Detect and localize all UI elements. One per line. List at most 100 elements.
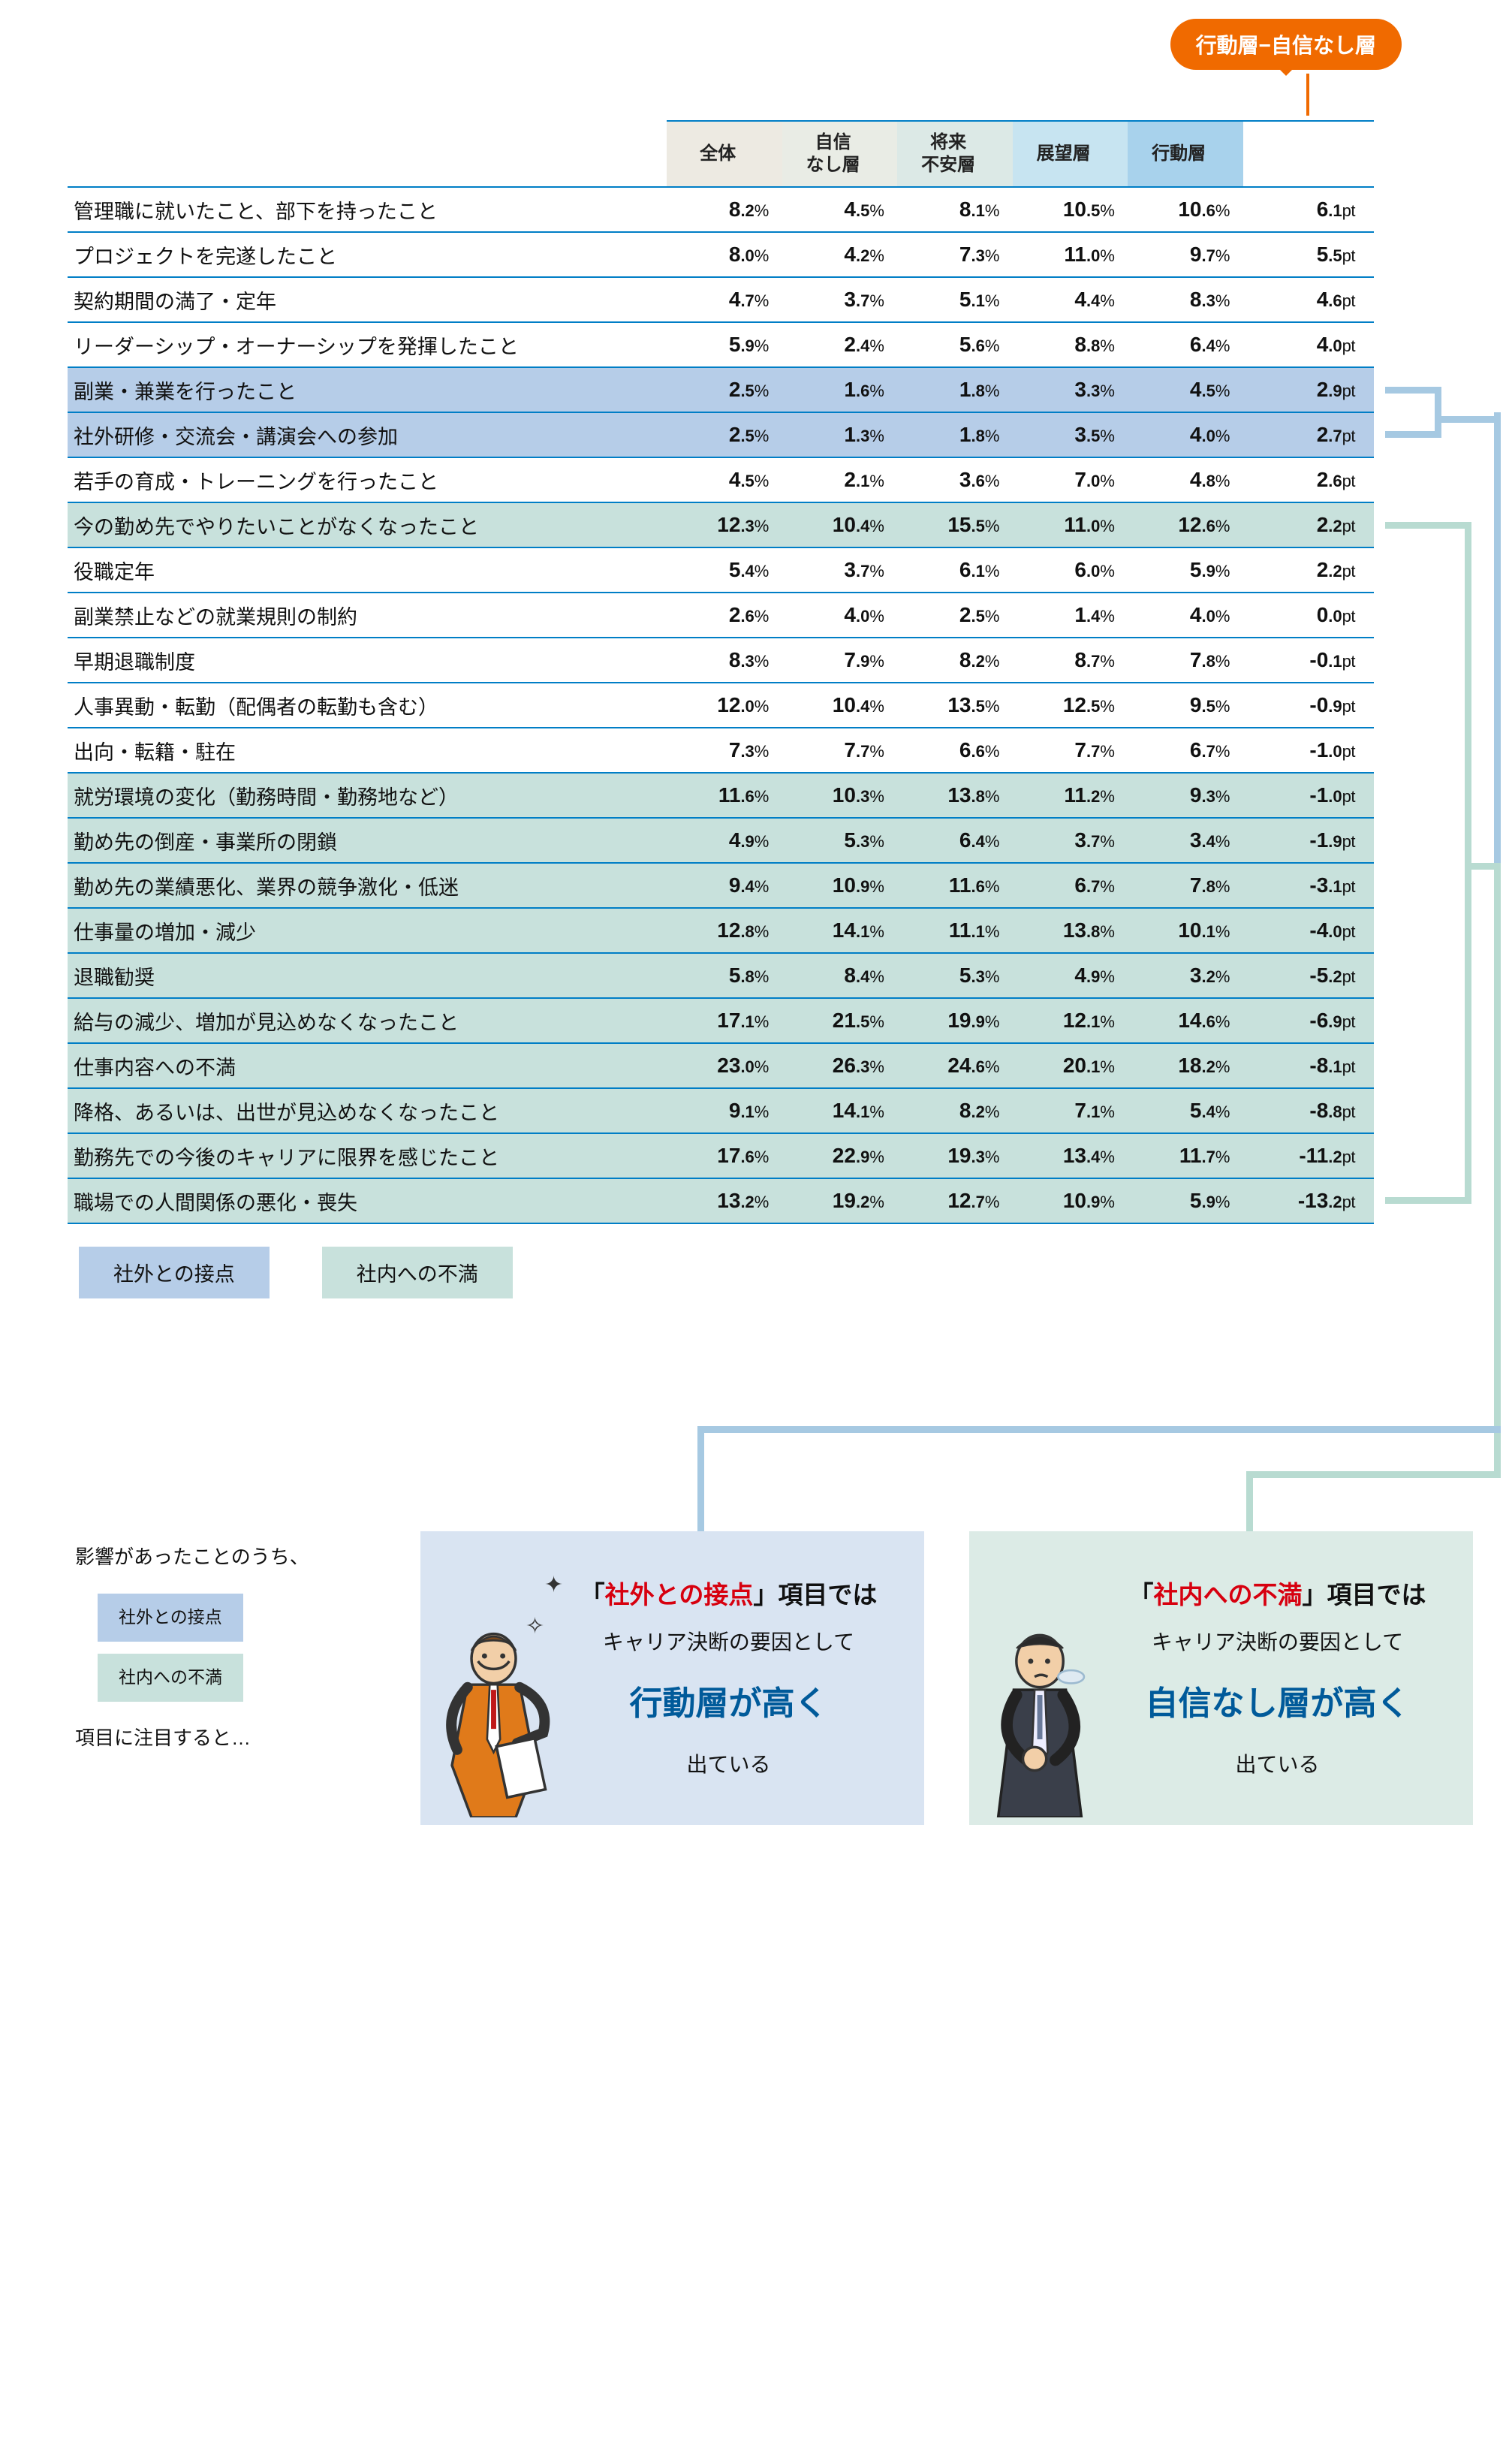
value-cell: 10.4% xyxy=(782,502,898,547)
table-row: 役職定年5.4%3.7%6.1%6.0%5.9%2.2pt xyxy=(68,547,1374,593)
connector-outside-h xyxy=(697,1426,1501,1433)
callout-outside: ✦ ✧ 「社外との接点」項目では キャリア決断の要因として 行動層が高く 出てい… xyxy=(420,1531,924,1825)
callout-inside: 「社内への不満」項目では キャリア決断の要因として 自信なし層が高く 出ている xyxy=(969,1531,1473,1825)
bracket-outside xyxy=(1385,387,1441,438)
value-cell: 14.1% xyxy=(782,908,898,953)
table-row: 退職勧奨5.8%8.4%5.3%4.9%3.2%-5.2pt xyxy=(68,953,1374,998)
value-cell: 13.8% xyxy=(897,773,1013,818)
value-cell: 11.2% xyxy=(1013,773,1128,818)
row-label: 給与の減少、増加が見込めなくなったこと xyxy=(68,998,667,1043)
value-cell: 9.4% xyxy=(667,863,782,908)
value-cell: 18.2% xyxy=(1128,1043,1243,1088)
value-cell: 5.4% xyxy=(1128,1088,1243,1133)
diff-cell: -8.8pt xyxy=(1243,1088,1374,1133)
table-row: 副業・兼業を行ったこと2.5%1.6%1.8%3.3%4.5%2.9pt xyxy=(68,367,1374,412)
value-cell: 5.4% xyxy=(667,547,782,593)
table-row: 人事異動・転勤（配偶者の転勤も含む）12.0%10.4%13.5%12.5%9.… xyxy=(68,683,1374,728)
insights: 影響があったことのうち、 社外との接点 社内への不満 項目に注目すると… ✦ ✧… xyxy=(68,1531,1473,1825)
value-cell: 1.3% xyxy=(782,412,898,457)
value-cell: 3.4% xyxy=(1128,818,1243,863)
table-row: 今の勤め先でやりたいことがなくなったこと12.3%10.4%15.5%11.0%… xyxy=(68,502,1374,547)
value-cell: 5.8% xyxy=(667,953,782,998)
value-cell: 5.1% xyxy=(897,277,1013,322)
value-cell: 3.7% xyxy=(782,547,898,593)
table-row: 社外研修・交流会・講演会への参加2.5%1.3%1.8%3.5%4.0%2.7p… xyxy=(68,412,1374,457)
row-label: 勤め先の業績悪化、業界の競争激化・低迷 xyxy=(68,863,667,908)
col-header-label xyxy=(68,121,667,187)
value-cell: 7.8% xyxy=(1128,638,1243,683)
row-label: 人事異動・転勤（配偶者の転勤も含む） xyxy=(68,683,667,728)
value-cell: 7.3% xyxy=(667,728,782,773)
callout-outside-big: 行動層が高く xyxy=(563,1669,894,1739)
value-cell: 8.0% xyxy=(667,232,782,277)
value-cell: 4.0% xyxy=(782,593,898,638)
value-cell: 7.7% xyxy=(782,728,898,773)
table-row: 早期退職制度8.3%7.9%8.2%8.7%7.8%-0.1pt xyxy=(68,638,1374,683)
row-label: リーダーシップ・オーナーシップを発揮したこと xyxy=(68,322,667,367)
value-cell: 3.7% xyxy=(1013,818,1128,863)
table-row: 勤務先での今後のキャリアに限界を感じたこと17.6%22.9%19.3%13.4… xyxy=(68,1133,1374,1178)
value-cell: 10.3% xyxy=(782,773,898,818)
diff-cell: 2.9pt xyxy=(1243,367,1374,412)
value-cell: 19.9% xyxy=(897,998,1013,1043)
callout-inside-line4: 出ている xyxy=(1112,1743,1443,1787)
value-cell: 13.8% xyxy=(1013,908,1128,953)
row-label: 社外研修・交流会・講演会への参加 xyxy=(68,412,667,457)
col-header: 全体 xyxy=(667,121,782,187)
value-cell: 4.9% xyxy=(1013,953,1128,998)
value-cell: 2.5% xyxy=(667,367,782,412)
diff-cell: 6.1pt xyxy=(1243,187,1374,232)
value-cell: 8.3% xyxy=(667,638,782,683)
value-cell: 8.3% xyxy=(1128,277,1243,322)
value-cell: 4.0% xyxy=(1128,412,1243,457)
table-body: 管理職に就いたこと、部下を持ったこと8.2%4.5%8.1%10.5%10.6%… xyxy=(68,187,1374,1223)
value-cell: 8.1% xyxy=(897,187,1013,232)
spark-icon: ✦ xyxy=(544,1561,563,1609)
table-row: 就労環境の変化（勤務時間・勤務地など）11.6%10.3%13.8%11.2%9… xyxy=(68,773,1374,818)
value-cell: 13.5% xyxy=(897,683,1013,728)
value-cell: 4.5% xyxy=(782,187,898,232)
value-cell: 3.6% xyxy=(897,457,1013,502)
diff-cell: -0.9pt xyxy=(1243,683,1374,728)
value-cell: 10.9% xyxy=(1013,1178,1128,1223)
value-cell: 6.4% xyxy=(897,818,1013,863)
value-cell: 19.3% xyxy=(897,1133,1013,1178)
value-cell: 10.6% xyxy=(1128,187,1243,232)
value-cell: 26.3% xyxy=(782,1043,898,1088)
row-label: 副業・兼業を行ったこと xyxy=(68,367,667,412)
value-cell: 3.3% xyxy=(1013,367,1128,412)
value-cell: 9.5% xyxy=(1128,683,1243,728)
callout-outside-line4: 出ている xyxy=(563,1743,894,1787)
value-cell: 2.4% xyxy=(782,322,898,367)
value-cell: 1.4% xyxy=(1013,593,1128,638)
connector-inside-v2 xyxy=(1246,1471,1253,1531)
value-cell: 22.9% xyxy=(782,1133,898,1178)
value-cell: 1.8% xyxy=(897,367,1013,412)
note-tag-inside: 社内への不満 xyxy=(98,1654,243,1702)
callout-outside-line2: キャリア決断の要因として xyxy=(563,1621,894,1665)
value-cell: 17.1% xyxy=(667,998,782,1043)
row-label: 降格、あるいは、出世が見込めなくなったこと xyxy=(68,1088,667,1133)
value-cell: 14.1% xyxy=(782,1088,898,1133)
table-wrap: 全体自信なし層将来不安層展望層行動層 管理職に就いたこと、部下を持ったこと8.2… xyxy=(68,120,1473,1224)
value-cell: 10.4% xyxy=(782,683,898,728)
row-label: 今の勤め先でやりたいことがなくなったこと xyxy=(68,502,667,547)
value-cell: 9.7% xyxy=(1128,232,1243,277)
value-cell: 4.5% xyxy=(667,457,782,502)
table-head: 全体自信なし層将来不安層展望層行動層 xyxy=(68,121,1374,187)
value-cell: 5.3% xyxy=(897,953,1013,998)
row-label: 副業禁止などの就業規則の制約 xyxy=(68,593,667,638)
diff-cell: 2.2pt xyxy=(1243,547,1374,593)
value-cell: 11.0% xyxy=(1013,502,1128,547)
value-cell: 11.6% xyxy=(897,863,1013,908)
col-header: 自信なし層 xyxy=(782,121,898,187)
value-cell: 8.2% xyxy=(667,187,782,232)
value-cell: 23.0% xyxy=(667,1043,782,1088)
value-cell: 1.6% xyxy=(782,367,898,412)
diff-cell: 2.7pt xyxy=(1243,412,1374,457)
table-row: 降格、あるいは、出世が見込めなくなったこと9.1%14.1%8.2%7.1%5.… xyxy=(68,1088,1374,1133)
col-header xyxy=(1243,121,1374,187)
value-cell: 20.1% xyxy=(1013,1043,1128,1088)
bracket-inside-top xyxy=(1385,522,1471,792)
value-cell: 8.7% xyxy=(1013,638,1128,683)
